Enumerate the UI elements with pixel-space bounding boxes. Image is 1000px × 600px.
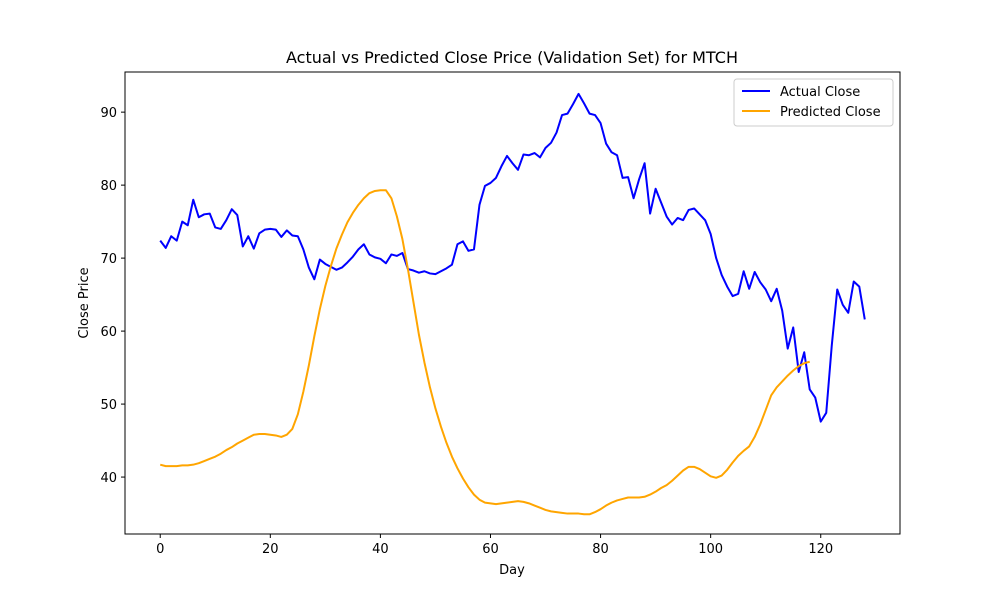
x-tick-label: 20: [262, 542, 279, 557]
x-tick-label: 80: [592, 542, 609, 557]
legend-label-predicted-close: Predicted Close: [780, 105, 881, 120]
x-tick-label: 0: [156, 542, 164, 557]
x-tick-label: 40: [372, 542, 389, 557]
legend-label-actual-close: Actual Close: [780, 85, 860, 100]
x-tick-label: 60: [482, 542, 499, 557]
y-tick-label: 70: [100, 252, 117, 267]
series-line-predicted-close: [159, 189, 810, 516]
x-tick-label: 120: [808, 542, 833, 557]
plot-frame: [124, 71, 901, 535]
y-tick-label: 60: [100, 325, 117, 340]
y-axis-ticks: 40 50 60 70 80 90: [100, 106, 125, 486]
y-tick-label: 90: [100, 106, 117, 121]
plot-lines: [159, 92, 866, 516]
y-tick-label: 40: [100, 471, 117, 486]
y-tick-label: 50: [100, 398, 117, 413]
legend: Actual Close Predicted Close: [733, 78, 894, 127]
series-line-actual-close: [159, 92, 866, 423]
x-axis-ticks: 0 20 40 60 80 100 120: [156, 534, 833, 557]
x-axis-label: Day: [499, 563, 525, 578]
legend-box: [733, 78, 894, 127]
y-tick-label: 80: [100, 179, 117, 194]
y-axis-label: Close Price: [77, 267, 92, 338]
x-tick-label: 100: [698, 542, 723, 557]
chart-title: Actual vs Predicted Close Price (Validat…: [286, 48, 738, 67]
